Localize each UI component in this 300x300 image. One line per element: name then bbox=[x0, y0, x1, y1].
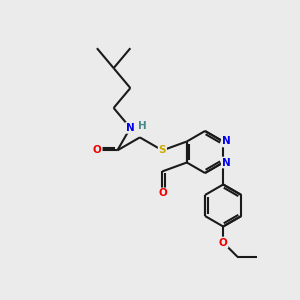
Text: N: N bbox=[222, 136, 231, 146]
Text: N: N bbox=[222, 158, 231, 167]
Text: N: N bbox=[126, 123, 135, 133]
Text: S: S bbox=[159, 146, 166, 155]
Text: O: O bbox=[158, 188, 167, 198]
Text: H: H bbox=[138, 121, 147, 131]
Text: O: O bbox=[93, 146, 102, 155]
Text: O: O bbox=[219, 238, 228, 248]
